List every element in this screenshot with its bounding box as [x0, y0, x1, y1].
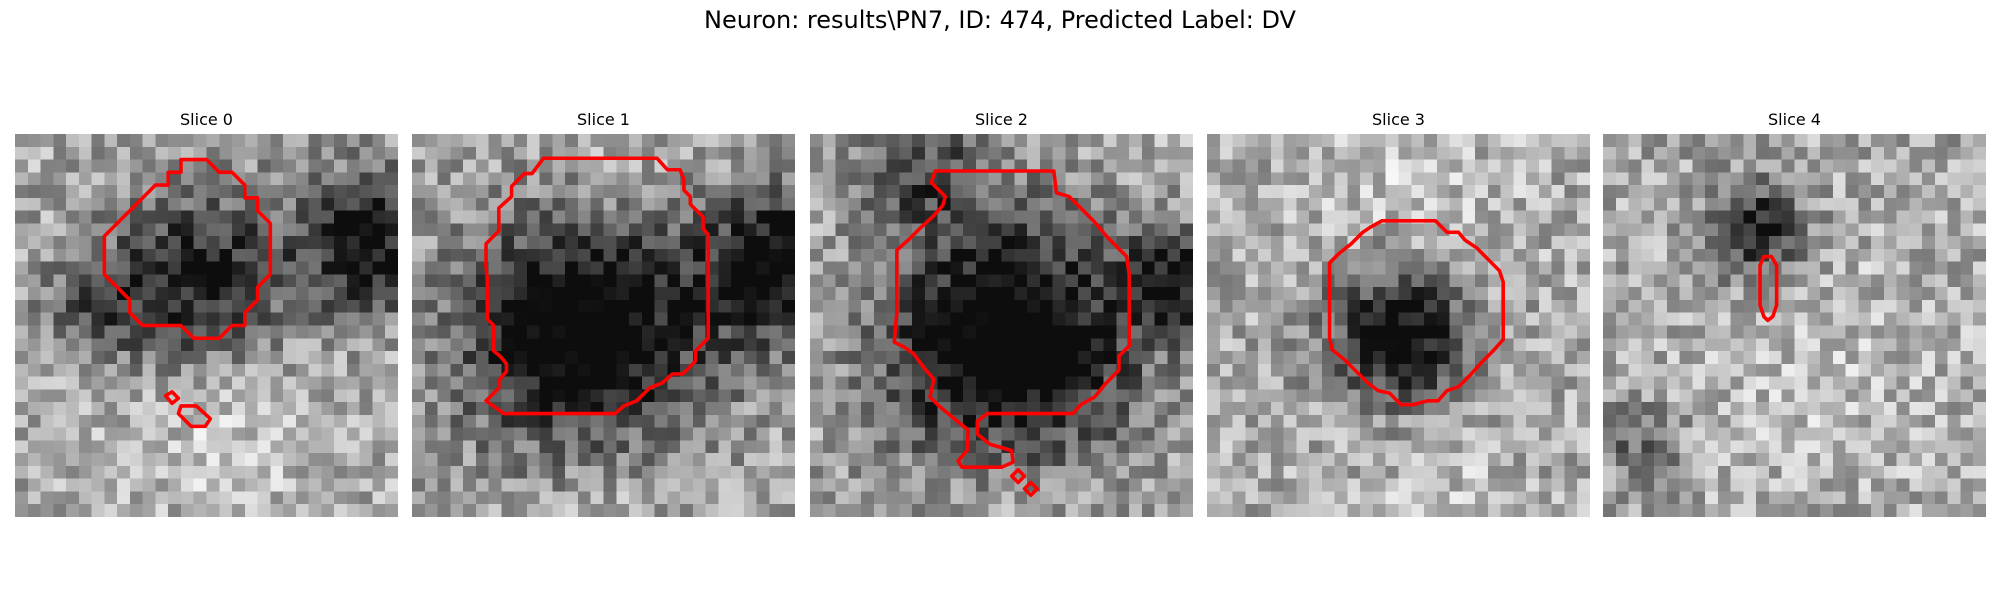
slice-panel-4: Slice 4	[1603, 110, 1986, 530]
grayscale-pixels	[1207, 134, 1590, 517]
contour-group	[1758, 254, 1779, 323]
slice-image-3	[1207, 134, 1590, 517]
slice-title: Slice 1	[577, 110, 630, 129]
contour-outline	[484, 156, 710, 416]
slice-image-2	[810, 134, 1193, 517]
slice-title: Slice 4	[1768, 110, 1821, 129]
contour-outline	[892, 169, 1131, 469]
slice-panel-2: Slice 2	[810, 110, 1193, 530]
grayscale-pixels	[412, 134, 795, 517]
grayscale-pixels	[1603, 134, 1986, 517]
slice-panel-0: Slice 0	[15, 110, 398, 530]
contour-fragment	[1009, 467, 1027, 485]
contour-outline	[1758, 254, 1779, 323]
slice-title: Slice 2	[975, 110, 1028, 129]
grayscale-pixels	[15, 134, 398, 517]
slice-image-4	[1603, 134, 1986, 517]
contour-fragment	[163, 390, 181, 406]
slice-panel-3: Slice 3	[1207, 110, 1590, 530]
slice-panel-1: Slice 1	[412, 110, 795, 530]
slice-title: Slice 0	[180, 110, 233, 129]
grayscale-pixels	[810, 134, 1193, 517]
slice-image-0	[15, 134, 398, 517]
contour-group	[892, 169, 1131, 498]
slice-image-1	[412, 134, 795, 517]
contour-group	[1327, 219, 1505, 407]
contour-outline	[102, 157, 273, 341]
contour-fragment	[176, 404, 213, 429]
contour-group	[484, 156, 710, 416]
slice-title: Slice 3	[1372, 110, 1425, 129]
contour-group	[102, 157, 273, 429]
figure-title: Neuron: results\PN7, ID: 474, Predicted …	[704, 6, 1296, 34]
contour-fragment	[1022, 480, 1040, 498]
contour-outline	[1327, 219, 1505, 407]
